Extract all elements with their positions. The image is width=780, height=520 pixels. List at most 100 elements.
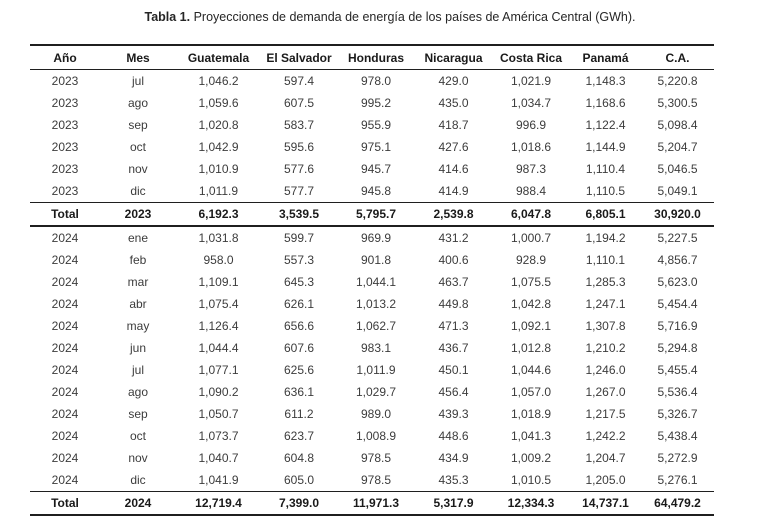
cell-value: 1,059.6 bbox=[198, 96, 239, 110]
cell-value: 1,041.9 bbox=[198, 473, 239, 487]
cell-value: 557.3 bbox=[283, 253, 315, 267]
cell-value: 656.6 bbox=[283, 319, 315, 333]
cell-value: 5,098.4 bbox=[657, 118, 698, 132]
cell-year: 2024 bbox=[51, 451, 79, 465]
table-row: 2023 ago 1,059.6 607.5 995.2 435.0 1,034.7 1,16… bbox=[30, 92, 714, 114]
cell-month: nov bbox=[128, 451, 148, 465]
column-header-guatemala: Guatemala bbox=[176, 45, 261, 70]
cell-year: 2024 bbox=[51, 231, 79, 245]
cell-value: 625.6 bbox=[283, 363, 315, 377]
table-row: 2023 jul 1,046.2 597.4 978.0 429.0 1,021.9 1,14… bbox=[30, 70, 714, 93]
cell-value: 595.6 bbox=[283, 140, 315, 154]
total-value: 3,539.5 bbox=[261, 202, 337, 227]
total-value: 12,719.4 bbox=[176, 491, 261, 516]
column-header-costa-rica: Costa Rica bbox=[492, 45, 570, 70]
total-value: 5,317.9 bbox=[415, 491, 492, 516]
cell-value: 1,144.9 bbox=[585, 140, 626, 154]
cell-year: 2024 bbox=[51, 407, 79, 421]
cell-value: 1,013.2 bbox=[355, 297, 397, 311]
total-value: 11,971.3 bbox=[337, 491, 415, 516]
cell-value: 1,057.0 bbox=[510, 385, 552, 399]
cell-value: 5,227.5 bbox=[657, 231, 698, 245]
total-value: 6,192.3 bbox=[176, 202, 261, 227]
total-value: 2,539.8 bbox=[415, 202, 492, 227]
cell-month: sep bbox=[128, 118, 148, 132]
table-row: 2024 dic 1,041.9 605.0 978.5 435.3 1,010.5 1,20… bbox=[30, 469, 714, 492]
cell-year: 2023 bbox=[51, 162, 79, 176]
cell-month: jul bbox=[131, 74, 144, 88]
cell-value: 1,010.9 bbox=[198, 162, 239, 176]
table-caption-text: Proyecciones de demanda de energía de lo… bbox=[193, 10, 636, 24]
total-label: Total bbox=[30, 491, 100, 516]
cell-value: 1,217.5 bbox=[585, 407, 626, 421]
cell-value: 1,122.4 bbox=[585, 118, 626, 132]
cell-month: dic bbox=[130, 184, 146, 198]
cell-value: 1,000.7 bbox=[510, 231, 552, 245]
cell-month: jul bbox=[131, 363, 144, 377]
cell-value: 605.0 bbox=[283, 473, 315, 487]
column-header-nicaragua: Nicaragua bbox=[415, 45, 492, 70]
cell-value: 955.9 bbox=[360, 118, 392, 132]
cell-year: 2024 bbox=[51, 473, 79, 487]
cell-value: 1,034.7 bbox=[510, 96, 552, 110]
column-header-a-o: Año bbox=[30, 45, 100, 70]
cell-value: 1,011.9 bbox=[356, 363, 396, 377]
cell-value: 1,044.1 bbox=[355, 275, 397, 289]
cell-value: 901.8 bbox=[360, 253, 392, 267]
cell-value: 626.1 bbox=[283, 297, 315, 311]
cell-value: 1,021.9 bbox=[510, 74, 552, 88]
cell-value: 1,204.7 bbox=[585, 451, 626, 465]
cell-month: ago bbox=[127, 385, 149, 399]
cell-value: 5,455.4 bbox=[657, 363, 698, 377]
cell-value: 623.7 bbox=[283, 429, 315, 443]
table-row: 2024 ene 1,031.8 599.7 969.9 431.2 1,000.7 1,19… bbox=[30, 226, 714, 249]
cell-value: 945.7 bbox=[360, 162, 392, 176]
cell-value: 1,109.1 bbox=[198, 275, 239, 289]
cell-value: 1,247.1 bbox=[585, 297, 626, 311]
cell-value: 1,092.1 bbox=[510, 319, 552, 333]
column-header-mes: Mes bbox=[100, 45, 176, 70]
cell-value: 1,148.3 bbox=[585, 74, 626, 88]
total-value: 30,920.0 bbox=[641, 202, 714, 227]
cell-value: 1,075.5 bbox=[510, 275, 552, 289]
cell-year: 2024 bbox=[51, 275, 79, 289]
cell-value: 1,126.4 bbox=[198, 319, 239, 333]
energy-demand-table: Año Mes Guatemala El Salvador Honduras Nicara… bbox=[30, 44, 714, 516]
cell-month: ago bbox=[127, 96, 149, 110]
cell-value: 5,049.1 bbox=[657, 184, 698, 198]
cell-value: 989.0 bbox=[360, 407, 392, 421]
table-row: 2024 sep 1,050.7 611.2 989.0 439.3 1,018.9 1,21… bbox=[30, 403, 714, 425]
table-row: 2024 feb 958.0 557.3 901.8 400.6 928.9 1,110.1 4… bbox=[30, 249, 714, 271]
cell-value: 1,042.9 bbox=[198, 140, 239, 154]
cell-value: 1,010.5 bbox=[510, 473, 552, 487]
cell-month: mar bbox=[127, 275, 149, 289]
column-header-el-salvador: El Salvador bbox=[261, 45, 337, 70]
table-caption: Tabla 1. Proyecciones de demanda de ener… bbox=[0, 0, 780, 25]
cell-value: 1,210.2 bbox=[585, 341, 626, 355]
column-header-c-a: C.A. bbox=[641, 45, 714, 70]
cell-value: 1,077.1 bbox=[198, 363, 239, 377]
cell-value: 1,242.2 bbox=[585, 429, 626, 443]
cell-value: 418.7 bbox=[438, 118, 469, 132]
table-row: 2024 mar 1,109.1 645.3 1,044.1 463.7 1,075.5 1,… bbox=[30, 271, 714, 293]
cell-value: 599.7 bbox=[283, 231, 315, 245]
cell-value: 607.6 bbox=[283, 341, 315, 355]
cell-value: 983.1 bbox=[360, 341, 392, 355]
cell-value: 645.3 bbox=[283, 275, 315, 289]
cell-value: 1,044.6 bbox=[510, 363, 552, 377]
cell-value: 1,046.2 bbox=[198, 74, 239, 88]
cell-value: 988.4 bbox=[515, 184, 547, 198]
cell-value: 414.6 bbox=[438, 162, 469, 176]
cell-value: 1,044.4 bbox=[198, 341, 239, 355]
cell-value: 1,285.3 bbox=[585, 275, 626, 289]
cell-value: 439.3 bbox=[438, 407, 469, 421]
cell-value: 1,040.7 bbox=[198, 451, 239, 465]
cell-value: 5,438.4 bbox=[657, 429, 698, 443]
cell-value: 5,272.9 bbox=[657, 451, 698, 465]
table-row: 2023 oct 1,042.9 595.6 975.1 427.6 1,018.6 1,14… bbox=[30, 136, 714, 158]
column-header-honduras: Honduras bbox=[337, 45, 415, 70]
cell-value: 456.4 bbox=[438, 385, 469, 399]
cell-value: 1,008.9 bbox=[355, 429, 397, 443]
cell-value: 5,536.4 bbox=[657, 385, 698, 399]
table-row: 2024 oct 1,073.7 623.7 1,008.9 448.6 1,041.3 1,… bbox=[30, 425, 714, 447]
